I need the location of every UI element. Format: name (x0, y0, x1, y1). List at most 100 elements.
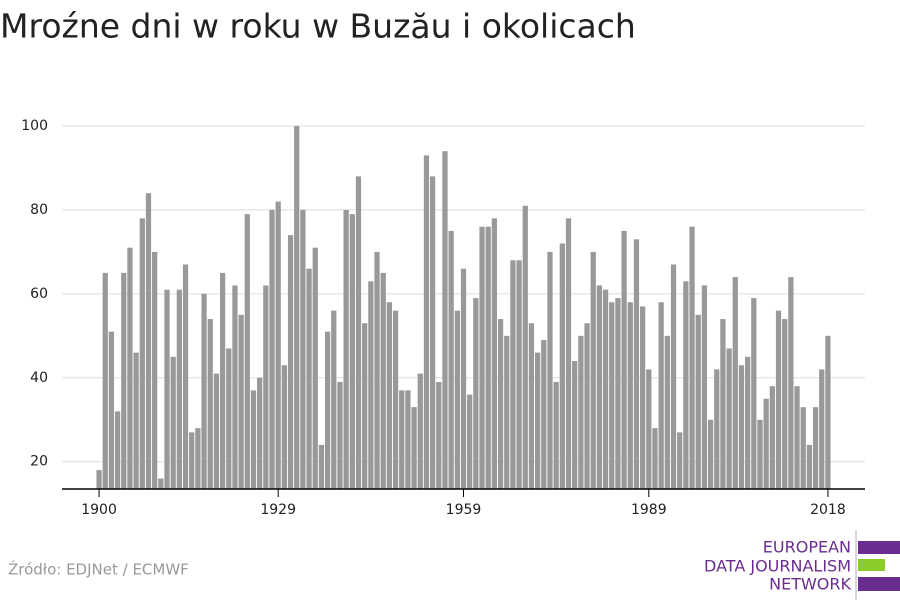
bar (102, 272, 108, 489)
bar (652, 428, 658, 489)
logo-bar (858, 559, 885, 571)
bar (331, 310, 337, 489)
bar (510, 260, 516, 489)
bar (275, 201, 281, 489)
bar (491, 218, 498, 489)
bar (658, 302, 664, 489)
bar (782, 319, 788, 489)
bar (244, 214, 250, 489)
y-tick-label: 60 (30, 286, 48, 302)
bar (392, 310, 399, 489)
bar (596, 285, 603, 489)
bar (182, 264, 189, 489)
bar (528, 323, 535, 489)
bar (195, 428, 201, 489)
bar (732, 277, 738, 489)
bar (429, 176, 436, 489)
bar (541, 340, 547, 489)
bar (800, 407, 806, 489)
bar (584, 323, 590, 489)
bar (670, 264, 677, 489)
bar (485, 226, 491, 489)
bar (763, 398, 769, 489)
bar (164, 289, 170, 489)
bar (189, 432, 195, 489)
x-tick-label: 2018 (810, 502, 846, 518)
x-tick-label: 1989 (631, 502, 667, 518)
bar (794, 386, 800, 489)
bar (707, 419, 714, 489)
bar (448, 230, 454, 489)
bar (819, 369, 825, 489)
bar (738, 365, 745, 489)
bar (757, 419, 763, 489)
logo-bar (858, 577, 900, 591)
bar (176, 289, 182, 489)
bar (269, 209, 275, 489)
bar (806, 444, 813, 489)
bar (602, 289, 609, 489)
bar (139, 218, 145, 489)
bar (232, 285, 238, 489)
bar (312, 247, 318, 489)
bar (145, 193, 152, 489)
bar (769, 386, 775, 489)
bar (559, 243, 565, 489)
bar (825, 335, 831, 489)
bar (368, 281, 374, 489)
bar (621, 230, 627, 489)
bar (683, 281, 689, 489)
bar (516, 260, 522, 489)
bar (250, 390, 257, 489)
bar (96, 470, 102, 489)
bar (374, 251, 380, 489)
bar (152, 251, 158, 489)
bar (226, 348, 232, 489)
bar (121, 272, 127, 489)
logo-text: NETWORK (769, 575, 851, 594)
bar (578, 335, 584, 489)
bar (664, 335, 670, 489)
y-tick-label: 40 (30, 370, 48, 386)
bar (504, 335, 510, 489)
bar (479, 226, 485, 489)
bar (553, 381, 559, 489)
bar (590, 251, 596, 489)
bar (467, 394, 473, 489)
bar (207, 319, 213, 489)
bar (640, 306, 646, 489)
bar (300, 209, 306, 489)
bar (281, 365, 287, 489)
bar (633, 239, 640, 489)
bar (349, 214, 355, 489)
bar (436, 381, 442, 489)
bar (219, 272, 226, 489)
bar (454, 310, 460, 489)
chart-title: Mroźne dni w roku w Buzău i okolicach (0, 7, 636, 46)
bar (337, 381, 343, 489)
y-tick-label: 100 (21, 118, 48, 134)
bar (294, 126, 300, 489)
bar (213, 373, 220, 489)
bar (714, 369, 720, 489)
bar (473, 298, 479, 489)
bar (399, 390, 405, 489)
bar (158, 478, 164, 489)
bar (238, 314, 244, 489)
bar (547, 251, 553, 489)
bar (362, 323, 368, 489)
bar (609, 302, 615, 489)
bar (114, 411, 121, 489)
logo-text: EUROPEAN (763, 538, 851, 557)
source: Źródło: EDJNet / ECMWF (8, 560, 189, 579)
bar (343, 209, 349, 489)
bar (534, 352, 541, 489)
bar (751, 298, 757, 489)
logo-bar (858, 541, 900, 554)
bar (812, 407, 819, 489)
bar (411, 407, 417, 489)
bar (522, 205, 528, 489)
x-tick-label: 1929 (260, 502, 296, 518)
bar (380, 272, 386, 489)
